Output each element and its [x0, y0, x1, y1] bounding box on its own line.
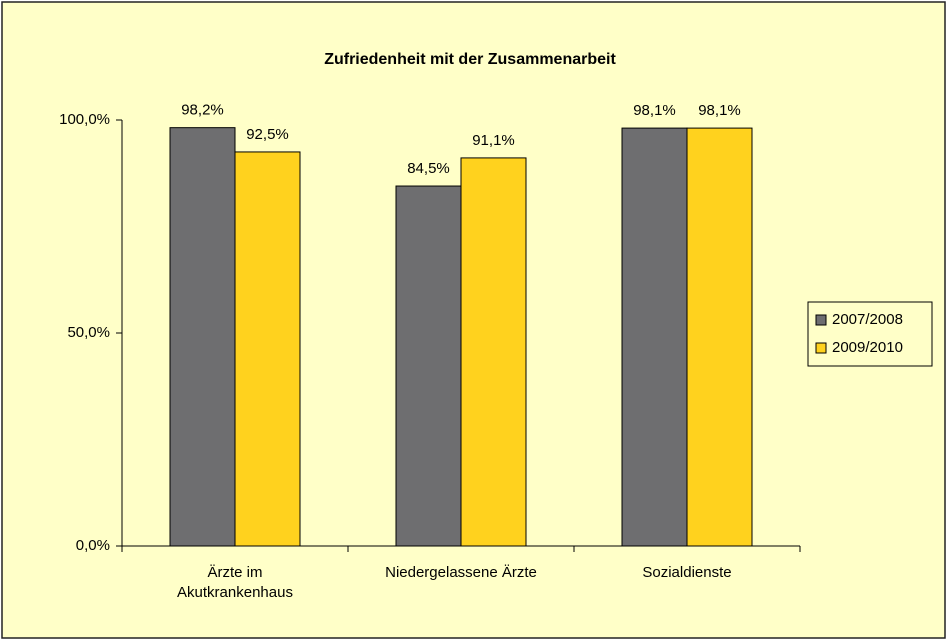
legend-label: 2007/2008: [832, 311, 903, 328]
data-label: 84,5%: [407, 160, 450, 177]
bar: [621, 127, 688, 547]
x-tick-label: Sozialdienste: [642, 564, 732, 581]
y-tick-label: 100,0%: [59, 111, 110, 128]
data-label: 98,1%: [698, 102, 741, 119]
chart-title: Zufriedenheit mit der Zusammenarbeit: [324, 51, 616, 68]
data-label: 92,5%: [246, 126, 289, 143]
y-tick-label: 50,0%: [67, 324, 110, 341]
x-tick-label: Ärzte im Akutkrankenhaus: [177, 564, 293, 601]
bar: [460, 157, 527, 547]
data-label: 98,2%: [181, 102, 224, 119]
bar: [169, 127, 236, 547]
bar: [395, 185, 462, 547]
bar: [234, 151, 301, 547]
data-label: 98,1%: [633, 102, 676, 119]
y-tick-label: 0,0%: [76, 537, 110, 554]
legend-label: 2009/2010: [832, 339, 903, 356]
bar: [686, 127, 753, 547]
data-label: 91,1%: [472, 132, 515, 149]
x-tick-label: Niedergelassene Ärzte: [385, 564, 537, 581]
legend-box: [807, 301, 933, 367]
legend-swatch: [815, 314, 827, 326]
legend-swatch: [815, 342, 827, 354]
